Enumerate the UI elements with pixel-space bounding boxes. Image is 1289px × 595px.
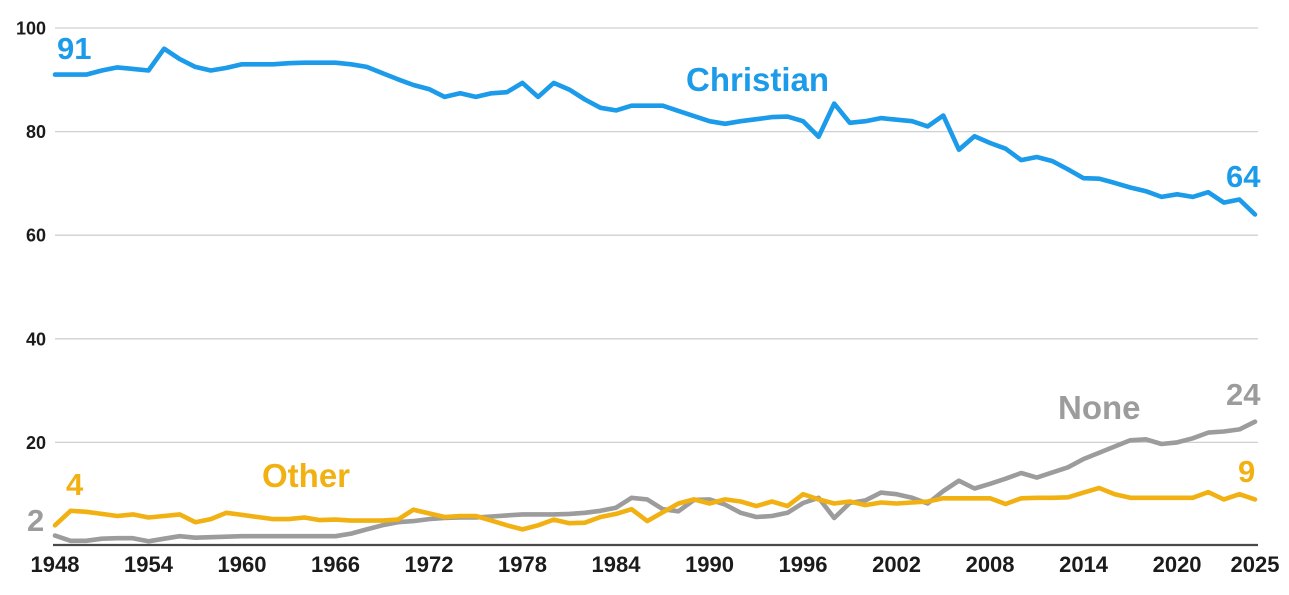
x-tick-label-2008: 2008 (966, 552, 1015, 577)
christian-series-label: Christian (686, 61, 830, 98)
x-tick-label-1954: 1954 (124, 552, 174, 577)
x-tick-label-2014: 2014 (1059, 552, 1109, 577)
none-end-value-label: 24 (1226, 377, 1261, 412)
x-tick-label-1978: 1978 (498, 552, 547, 577)
other-end-value-label: 9 (1238, 454, 1256, 489)
y-tick-label-60: 60 (26, 226, 46, 246)
none-line (52, 419, 1258, 544)
y-tick-label-100: 100 (16, 19, 46, 39)
x-tick-label-1996: 1996 (779, 552, 828, 577)
y-tick-label-40: 40 (26, 329, 46, 349)
y-tick-label-20: 20 (26, 433, 46, 453)
other-line (52, 485, 1258, 532)
x-tick-label-1984: 1984 (592, 552, 642, 577)
none-series-label: None (1058, 389, 1141, 426)
christian-line (52, 46, 1258, 217)
x-tick-label-1990: 1990 (685, 552, 734, 577)
x-tick-label-1966: 1966 (311, 552, 360, 577)
x-tick-label-2020: 2020 (1153, 552, 1202, 577)
other-series-label: Other (262, 457, 351, 494)
y-tick-label-80: 80 (26, 122, 46, 142)
christian-start-value-label: 91 (57, 31, 92, 66)
x-tick-label-1948: 1948 (31, 552, 80, 577)
x-tick-label-2025: 2025 (1231, 552, 1280, 577)
x-tick-label-2002: 2002 (872, 552, 921, 577)
x-tick-label-1960: 1960 (218, 552, 267, 577)
none-start-value-label: 2 (27, 503, 45, 538)
x-tick-label-1972: 1972 (405, 552, 454, 577)
christian-end-value-label: 64 (1226, 159, 1261, 194)
other-start-value-label: 4 (66, 467, 84, 502)
